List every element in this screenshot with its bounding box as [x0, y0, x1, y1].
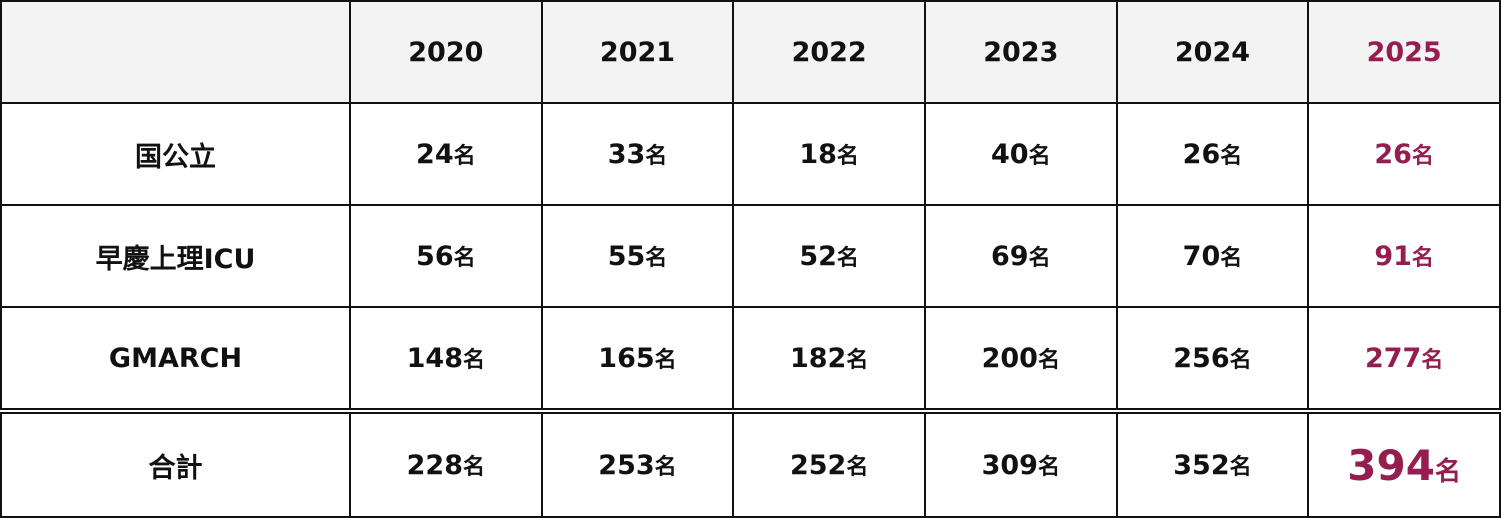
value-unit: 名 [836, 246, 859, 271]
value-number: 165 [598, 343, 655, 374]
value-cell: 252名 [732, 408, 926, 518]
value-unit: 名 [463, 455, 486, 480]
value-number: 69 [991, 241, 1029, 272]
value-cell: 56名 [349, 204, 543, 308]
value-cell: 200名 [923, 306, 1118, 412]
value-number: 70 [1182, 241, 1221, 272]
value-unit: 名 [1220, 144, 1243, 169]
value-unit: 名 [846, 348, 869, 373]
header-year: 2024 [1115, 0, 1310, 104]
row-label: 国公立 [0, 102, 351, 206]
value-unit: 名 [1411, 144, 1434, 169]
value-unit: 名 [1028, 144, 1051, 169]
value-cell: 309名 [923, 408, 1118, 518]
value-number: 56 [416, 241, 454, 272]
value-unit: 名 [645, 246, 668, 271]
value-unit: 名 [463, 348, 486, 373]
value-cell: 394名 [1307, 408, 1501, 518]
value-cell: 26名 [1307, 102, 1501, 206]
value-unit: 名 [1411, 246, 1434, 271]
value-cell: 18名 [732, 102, 926, 206]
value-number: 40 [991, 139, 1029, 170]
value-unit: 名 [846, 455, 869, 480]
value-unit: 名 [1037, 348, 1060, 373]
value-number: 52 [799, 241, 837, 272]
value-number: 33 [607, 139, 646, 170]
header-year: 2023 [923, 0, 1118, 104]
value-number: 352 [1173, 450, 1230, 481]
value-cell: 33名 [540, 102, 735, 206]
value-unit: 名 [1229, 348, 1252, 373]
value-cell: 55名 [540, 204, 735, 308]
header-row: 2020 2021 2022 2023 2024 2025 [0, 0, 1501, 104]
value-unit: 名 [645, 144, 668, 169]
value-cell: 256名 [1115, 306, 1310, 412]
value-unit: 名 [1434, 456, 1461, 487]
value-cell: 52名 [732, 204, 926, 308]
value-cell: 26名 [1115, 102, 1310, 206]
value-number: 256 [1173, 343, 1230, 374]
value-number: 182 [789, 343, 847, 374]
value-unit: 名 [836, 144, 859, 169]
value-number: 24 [416, 139, 454, 170]
value-cell: 253名 [540, 408, 735, 518]
total-row: 合計 228名 253名 252名 309名 352名 394名 [0, 408, 1501, 518]
table-row: 早慶上理ICU 56名 55名 52名 69名 70名 91名 [0, 204, 1501, 308]
value-number: 252 [789, 450, 847, 481]
value-number: 18 [799, 139, 837, 170]
header-year: 2025 [1307, 0, 1501, 104]
row-label: 早慶上理ICU [0, 204, 351, 308]
value-number: 55 [607, 241, 646, 272]
value-cell: 91名 [1307, 204, 1501, 308]
value-unit: 名 [453, 144, 476, 169]
value-cell: 277名 [1307, 306, 1501, 412]
value-number: 91 [1374, 241, 1412, 272]
header-corner [0, 0, 351, 104]
value-number: 228 [406, 450, 463, 481]
value-number: 277 [1364, 343, 1422, 374]
value-number: 26 [1182, 139, 1221, 170]
table-row: GMARCH 148名 165名 182名 200名 256名 277名 [0, 306, 1501, 412]
value-number: 200 [981, 343, 1038, 374]
value-cell: 182名 [732, 306, 926, 412]
value-cell: 40名 [923, 102, 1118, 206]
value-unit: 名 [1220, 246, 1243, 271]
value-unit: 名 [1037, 455, 1060, 480]
row-label: 合計 [0, 408, 351, 518]
row-label: GMARCH [0, 306, 351, 412]
value-unit: 名 [654, 455, 677, 480]
table-row: 国公立 24名 33名 18名 40名 26名 26名 [0, 102, 1501, 206]
value-number: 309 [981, 450, 1038, 481]
value-cell: 70名 [1115, 204, 1310, 308]
header-year: 2022 [732, 0, 926, 104]
value-number: 394 [1347, 440, 1435, 490]
value-cell: 148名 [349, 306, 543, 412]
header-year: 2021 [540, 0, 735, 104]
value-number: 26 [1374, 139, 1412, 170]
value-unit: 名 [1421, 348, 1444, 373]
value-number: 253 [598, 450, 655, 481]
value-cell: 352名 [1115, 408, 1310, 518]
value-unit: 名 [1229, 455, 1252, 480]
value-cell: 24名 [349, 102, 543, 206]
value-number: 148 [406, 343, 463, 374]
value-unit: 名 [654, 348, 677, 373]
header-year: 2020 [349, 0, 543, 104]
value-cell: 165名 [540, 306, 735, 412]
value-cell: 228名 [349, 408, 543, 518]
value-unit: 名 [453, 246, 476, 271]
value-cell: 69名 [923, 204, 1118, 308]
value-unit: 名 [1028, 246, 1051, 271]
